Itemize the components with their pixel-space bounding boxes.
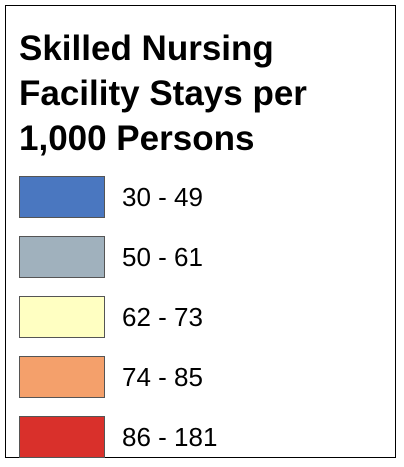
legend-label: 30 - 49 bbox=[122, 182, 203, 212]
legend-label: 86 - 181 bbox=[122, 422, 218, 452]
title-line: Facility Stays per bbox=[19, 74, 307, 113]
legend: Skilled Nursing Facility Stays per 1,000 P… bbox=[5, 5, 396, 458]
title-line: Skilled Nursing bbox=[19, 29, 274, 68]
swatch bbox=[19, 416, 105, 458]
legend-title: Skilled Nursing Facility Stays per 1,000 P… bbox=[19, 26, 307, 161]
legend-label: 50 - 61 bbox=[122, 242, 203, 272]
title-line: 1,000 Persons bbox=[19, 119, 255, 158]
legend-item: 86 - 181 bbox=[19, 416, 389, 460]
legend-label: 74 - 85 bbox=[122, 362, 203, 392]
legend-label: 62 - 73 bbox=[122, 302, 203, 332]
legend-item: 74 - 85 bbox=[19, 356, 389, 400]
swatch bbox=[19, 296, 105, 338]
legend-item: 30 - 49 bbox=[19, 176, 389, 220]
legend-item: 62 - 73 bbox=[19, 296, 389, 340]
swatch bbox=[19, 176, 105, 218]
swatch bbox=[19, 236, 105, 278]
swatch bbox=[19, 356, 105, 398]
legend-item: 50 - 61 bbox=[19, 236, 389, 280]
